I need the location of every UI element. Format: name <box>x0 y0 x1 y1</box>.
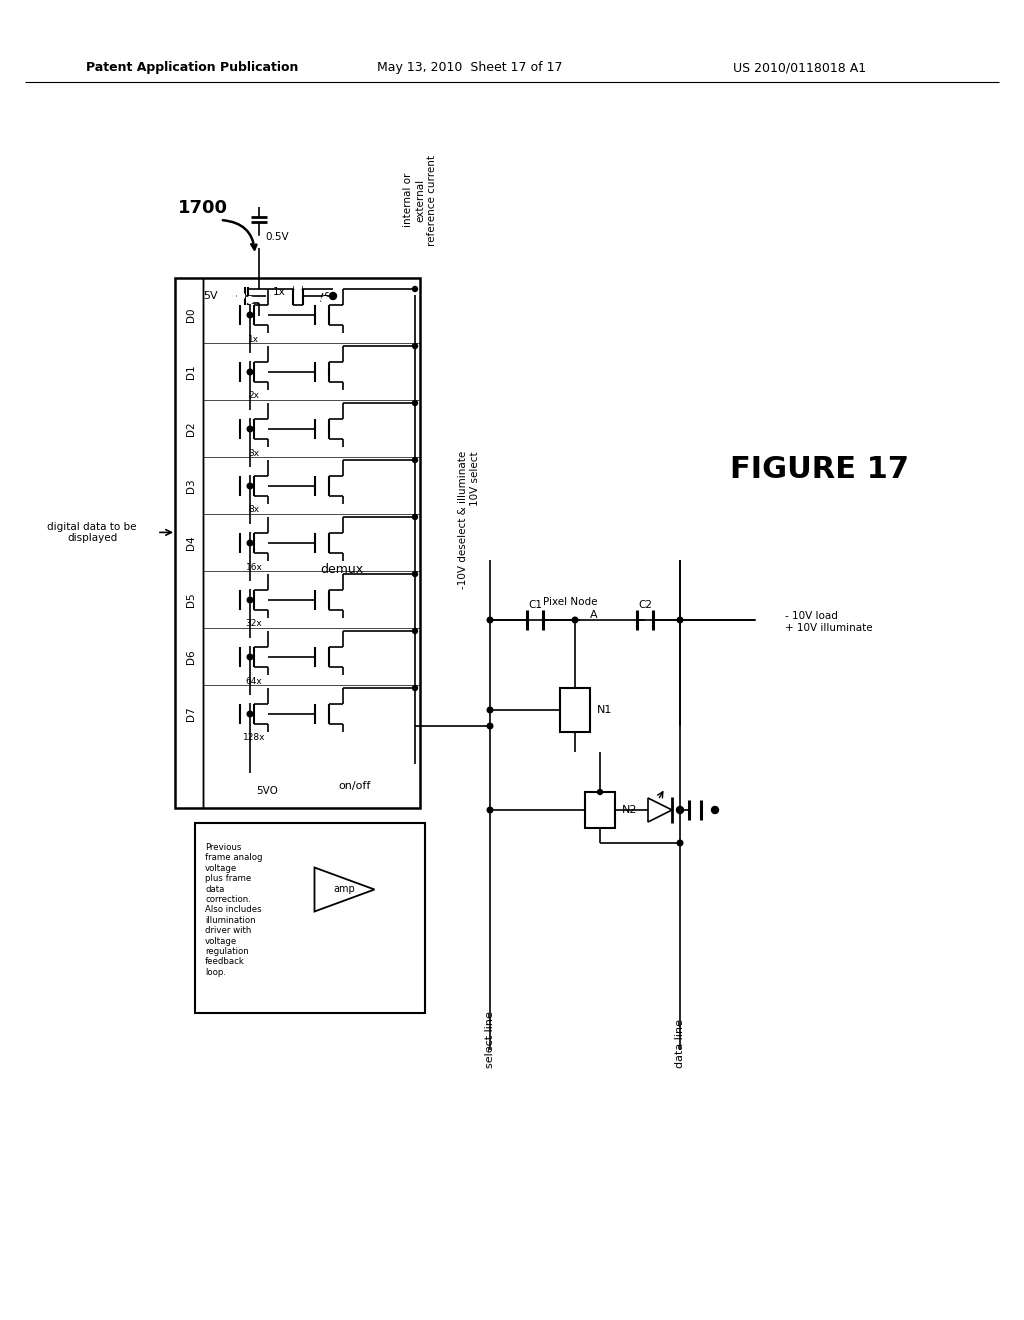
Circle shape <box>597 789 602 795</box>
Bar <box>560 688 590 733</box>
Circle shape <box>322 411 329 417</box>
Text: 1x: 1x <box>249 334 259 343</box>
Circle shape <box>247 483 253 488</box>
Text: 1x: 1x <box>273 286 286 297</box>
Text: 64x: 64x <box>246 676 262 685</box>
Circle shape <box>247 655 253 660</box>
Text: digital data to be
displayed: digital data to be displayed <box>47 521 137 544</box>
Circle shape <box>228 293 236 300</box>
Circle shape <box>247 696 253 702</box>
Circle shape <box>572 618 578 623</box>
Text: amp: amp <box>334 884 355 895</box>
Text: data line: data line <box>675 1019 685 1068</box>
Circle shape <box>487 723 493 729</box>
Circle shape <box>712 807 719 813</box>
Circle shape <box>677 841 683 846</box>
Circle shape <box>238 293 245 300</box>
Text: D7: D7 <box>186 706 196 721</box>
Text: select line: select line <box>485 1011 495 1068</box>
Text: D0: D0 <box>186 308 196 322</box>
Text: US 2010/0118018 A1: US 2010/0118018 A1 <box>733 62 866 74</box>
Circle shape <box>247 411 253 417</box>
Circle shape <box>322 639 329 645</box>
Circle shape <box>247 297 253 304</box>
Text: 8x: 8x <box>249 506 259 515</box>
Circle shape <box>330 293 337 300</box>
Text: C1: C1 <box>528 601 542 610</box>
Circle shape <box>322 696 329 702</box>
Circle shape <box>295 284 301 290</box>
Text: 5VO: 5VO <box>256 785 278 796</box>
Text: May 13, 2010  Sheet 17 of 17: May 13, 2010 Sheet 17 of 17 <box>377 62 563 74</box>
Text: Patent Application Publication: Patent Application Publication <box>86 62 298 74</box>
Circle shape <box>322 582 329 589</box>
Circle shape <box>677 618 683 623</box>
Text: D6: D6 <box>186 649 196 664</box>
Text: 16x: 16x <box>246 562 262 572</box>
Circle shape <box>322 354 329 360</box>
Circle shape <box>247 426 253 432</box>
Circle shape <box>413 286 418 292</box>
Circle shape <box>247 525 253 531</box>
Circle shape <box>247 711 253 717</box>
Text: 128x: 128x <box>243 734 265 742</box>
Text: N2: N2 <box>622 805 638 814</box>
Circle shape <box>247 597 253 603</box>
Polygon shape <box>648 799 672 822</box>
Text: Pixel Node: Pixel Node <box>543 597 597 607</box>
Text: D3: D3 <box>186 479 196 494</box>
Circle shape <box>247 354 253 360</box>
Circle shape <box>413 515 418 520</box>
Text: D2: D2 <box>186 421 196 437</box>
Text: D1: D1 <box>186 364 196 379</box>
Circle shape <box>677 807 683 813</box>
Text: 0.5V: 0.5V <box>265 232 289 242</box>
Text: If: If <box>319 292 328 305</box>
Circle shape <box>322 525 329 531</box>
Circle shape <box>413 628 418 634</box>
Circle shape <box>487 708 493 713</box>
Text: C2: C2 <box>638 601 652 610</box>
Circle shape <box>413 458 418 462</box>
Bar <box>195 822 425 1012</box>
Text: internal or
external
reference current: internal or external reference current <box>403 154 436 246</box>
Text: - 10V load
+ 10V illuminate: - 10V load + 10V illuminate <box>785 611 872 632</box>
Bar <box>585 792 615 828</box>
Circle shape <box>322 297 329 304</box>
Bar <box>175 279 420 808</box>
Circle shape <box>247 467 253 474</box>
Text: N1: N1 <box>597 705 612 715</box>
Circle shape <box>247 639 253 645</box>
Circle shape <box>487 618 493 623</box>
Circle shape <box>247 540 253 545</box>
Text: FIGURE 17: FIGURE 17 <box>730 455 909 484</box>
Text: D4: D4 <box>186 536 196 550</box>
Text: 3x: 3x <box>249 449 259 458</box>
Circle shape <box>677 807 683 813</box>
Circle shape <box>757 616 764 623</box>
Circle shape <box>247 788 254 795</box>
Circle shape <box>413 400 418 405</box>
Circle shape <box>413 343 418 348</box>
Text: on/off: on/off <box>339 781 371 791</box>
Text: D5: D5 <box>186 593 196 607</box>
Text: 32x: 32x <box>246 619 262 628</box>
Text: -10V deselect & illuminate
10V select: -10V deselect & illuminate 10V select <box>459 451 480 589</box>
Circle shape <box>247 370 253 375</box>
Text: 5V: 5V <box>204 290 218 301</box>
Circle shape <box>322 467 329 474</box>
Circle shape <box>247 582 253 589</box>
Circle shape <box>413 685 418 690</box>
Text: A: A <box>590 610 598 620</box>
Text: 1700: 1700 <box>178 199 228 216</box>
Text: Previous
frame analog
voltage
plus frame
data
correction.
Also includes
illumina: Previous frame analog voltage plus frame… <box>205 843 262 977</box>
Circle shape <box>413 572 418 577</box>
Circle shape <box>247 313 253 318</box>
Text: demux: demux <box>321 564 364 576</box>
Circle shape <box>256 236 262 243</box>
Circle shape <box>487 808 493 813</box>
Text: 2x: 2x <box>249 392 259 400</box>
